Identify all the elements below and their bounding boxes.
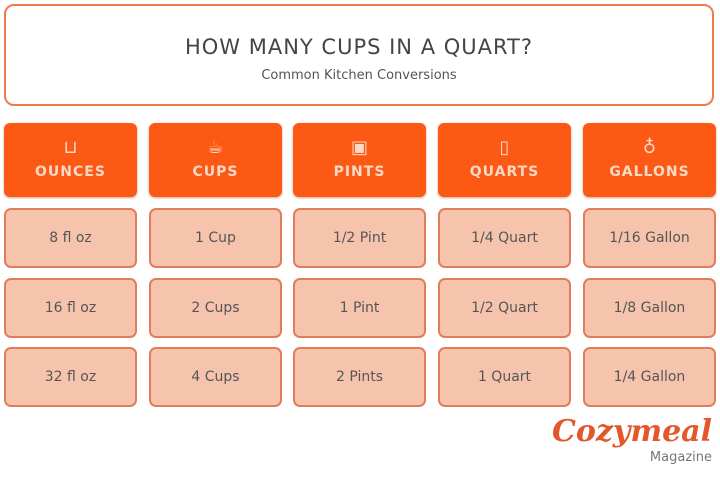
conversion-cell: 1 Pint: [293, 278, 426, 338]
conversion-cell: 1/16 Gallon: [583, 208, 716, 268]
logo-brand: Cozymeal: [551, 414, 712, 449]
cup-icon: ☕: [207, 137, 224, 158]
column-gallons: ♁ GALLONS 1/16 Gallon 1/8 Gallon 1/4 Gallon: [583, 123, 716, 407]
conversion-cell: 1/8 Gallon: [583, 278, 716, 338]
conversion-cell: 1/2 Pint: [293, 208, 426, 268]
column-ounces: ⊔ OUNCES 8 fl oz 16 fl oz 32 fl oz: [4, 123, 137, 407]
cozymeal-logo: Cozymeal Magazine: [552, 414, 712, 466]
conversion-cell: 32 fl oz: [4, 347, 137, 407]
column-label: QUARTS: [469, 164, 540, 180]
conversion-cell: 1/2 Quart: [438, 278, 571, 338]
column-label: PINTS: [333, 164, 386, 180]
conversion-cell: 1/4 Quart: [438, 208, 571, 268]
title-box: HOW MANY CUPS IN A QUART? Common Kitchen…: [4, 4, 714, 106]
page-title: HOW MANY CUPS IN A QUART?: [184, 35, 534, 59]
column-quarts: ▯ QUARTS 1/4 Quart 1/2 Quart 1 Quart: [438, 123, 571, 407]
column-label: GALLONS: [609, 164, 690, 180]
conversion-cell: 1 Cup: [149, 208, 282, 268]
column-header: ☕ CUPS: [149, 123, 282, 197]
conversion-cell: 8 fl oz: [4, 208, 137, 268]
logo-sub: Magazine: [649, 450, 712, 465]
conversion-cell: 4 Cups: [149, 347, 282, 407]
conversion-cell: 1/4 Gallon: [583, 347, 716, 407]
conversion-cell: 2 Cups: [149, 278, 282, 338]
column-header: ▣ PINTS: [293, 123, 426, 197]
column-header: ♁ GALLONS: [583, 123, 716, 197]
column-label: OUNCES: [35, 164, 106, 180]
gallon-jug-icon: ♁: [642, 137, 657, 158]
page-subtitle: Common Kitchen Conversions: [261, 68, 457, 83]
conversion-cell: 16 fl oz: [4, 278, 137, 338]
measuring-cup-icon: ⊔: [63, 137, 78, 158]
column-header: ⊔ OUNCES: [4, 123, 137, 197]
quart-carton-icon: ▯: [499, 137, 510, 158]
column-cups: ☕ CUPS 1 Cup 2 Cups 4 Cups: [149, 123, 282, 407]
pint-jar-icon: ▣: [350, 137, 368, 158]
column-label: CUPS: [192, 164, 239, 180]
column-header: ▯ QUARTS: [438, 123, 571, 197]
column-pints: ▣ PINTS 1/2 Pint 1 Pint 2 Pints: [293, 123, 426, 407]
conversion-cell: 2 Pints: [293, 347, 426, 407]
conversion-cell: 1 Quart: [438, 347, 571, 407]
